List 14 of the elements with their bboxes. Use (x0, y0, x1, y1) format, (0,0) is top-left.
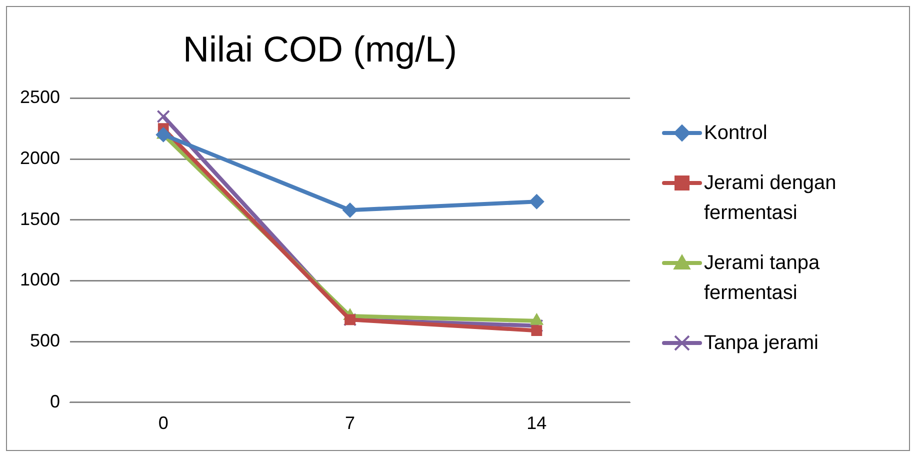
x-tick-label: 0 (158, 413, 168, 434)
y-tick-label: 1000 (20, 270, 60, 290)
x-tick-label: 7 (345, 413, 356, 434)
legend-label: Tanpa jerami (704, 331, 819, 356)
x-tick-label: 14 (526, 413, 547, 434)
y-tick-label: 500 (30, 330, 60, 351)
y-tick-label: 1500 (20, 208, 60, 229)
legend-label: Kontrol (704, 121, 768, 146)
y-tick-label: 2500 (20, 87, 60, 108)
legend-label: Jerami tanpa fermentasi (704, 251, 821, 306)
y-tick-label: 0 (50, 391, 60, 412)
chart-title: Nilai COD (mg/L) (182, 28, 458, 70)
legend-label: Jerami dengan fermentasi (704, 171, 838, 226)
y-tick-label: 2000 (20, 148, 60, 168)
